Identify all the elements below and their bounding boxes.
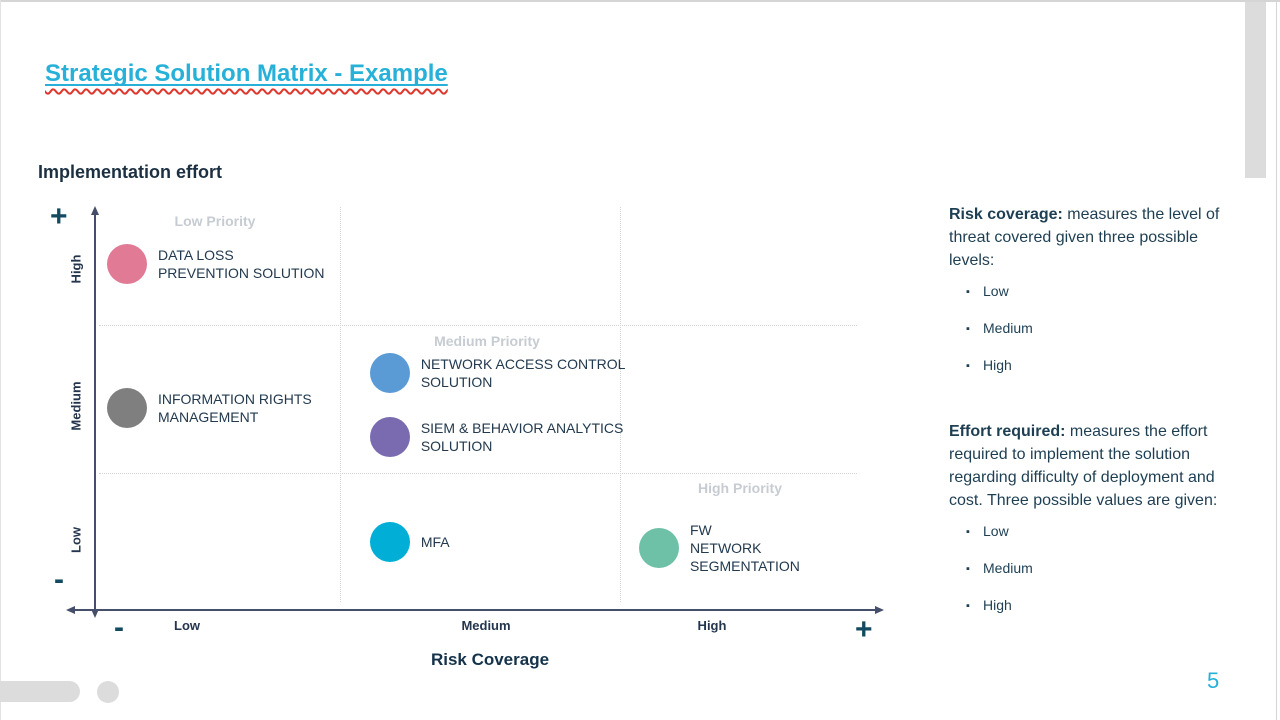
data-point-irm: INFORMATION RIGHTS MANAGEMENT xyxy=(106,387,312,428)
list-item: Low xyxy=(949,524,1243,541)
nac-label: NETWORK ACCESS CONTROL SOLUTION xyxy=(420,356,626,391)
vertical-scrollbar-thumb[interactable] xyxy=(1245,2,1266,178)
window-top-border xyxy=(0,0,1280,2)
footer-pill-decoration xyxy=(0,681,80,702)
dlp-marker xyxy=(106,244,147,285)
slide-title: Strategic Solution Matrix - Example xyxy=(45,60,448,88)
y-tick-low: Low xyxy=(68,527,84,553)
data-point-dlp: DATA LOSS PREVENTION SOLUTION xyxy=(106,244,325,285)
footer-circle-decoration xyxy=(97,681,119,703)
quadrant-label-medium-priority: Medium Priority xyxy=(434,333,540,349)
y-axis-arrow xyxy=(91,206,99,618)
window-left-border xyxy=(0,0,1,720)
effort-required-lead: Effort required: xyxy=(949,423,1066,440)
y-axis-minus-symbol: - xyxy=(54,563,64,596)
effort-required-definition: Effort required: measures the effort req… xyxy=(949,420,1243,512)
irm-label: INFORMATION RIGHTS MANAGEMENT xyxy=(157,390,312,425)
page-number: 5 xyxy=(1207,668,1220,693)
data-point-mfa: MFA xyxy=(369,521,450,562)
y-tick-medium: Medium xyxy=(68,381,84,431)
data-point-nac: NETWORK ACCESS CONTROL SOLUTION xyxy=(369,353,626,394)
list-item: High xyxy=(949,358,1243,375)
x-axis-minus-symbol: - xyxy=(114,611,124,644)
x-tick-medium: Medium xyxy=(461,618,511,633)
slide-title-text: Strategic Solution Matrix - Example xyxy=(45,60,448,88)
siem-marker xyxy=(369,417,410,458)
vertical-gridline-2 xyxy=(620,207,621,602)
irm-marker xyxy=(106,387,147,428)
quadrant-label-low-priority: Low Priority xyxy=(174,213,256,229)
quadrant-label-high-priority: High Priority xyxy=(697,480,783,496)
mfa-marker xyxy=(369,521,410,562)
window-right-border xyxy=(1276,0,1277,720)
horizontal-gridline-1 xyxy=(99,325,857,326)
list-item: Low xyxy=(949,284,1243,301)
x-axis-title: Risk Coverage xyxy=(430,650,550,669)
y-axis-title: Implementation effort xyxy=(38,162,223,182)
nac-marker xyxy=(369,353,410,394)
matrix-chart: Low Priority Medium Priority High Priori… xyxy=(66,205,884,618)
mfa-label: MFA xyxy=(420,533,450,550)
x-tick-high: High xyxy=(697,618,727,633)
horizontal-gridline-2 xyxy=(99,473,857,474)
x-tick-low: Low xyxy=(174,618,200,633)
definitions-panel: Risk coverage: measures the level of thr… xyxy=(949,203,1243,635)
fw-marker xyxy=(638,528,679,569)
y-axis-plus-symbol: + xyxy=(50,200,68,233)
list-item: Medium xyxy=(949,561,1243,578)
risk-coverage-levels-list: Low Medium High xyxy=(949,284,1243,375)
data-point-fw: FW NETWORK SEGMENTATION xyxy=(638,521,875,575)
x-axis-arrow xyxy=(66,606,884,614)
risk-coverage-definition: Risk coverage: measures the level of thr… xyxy=(949,203,1243,272)
fw-label: FW NETWORK SEGMENTATION xyxy=(689,522,800,575)
list-item: Medium xyxy=(949,321,1243,338)
y-tick-high: High xyxy=(68,254,84,284)
list-item: High xyxy=(949,598,1243,615)
risk-coverage-text: measures the level of threat covered giv… xyxy=(949,206,1220,269)
effort-required-text: measures the effort required to implemen… xyxy=(949,423,1218,509)
data-point-siem: SIEM & BEHAVIOR ANALYTICS SOLUTION xyxy=(369,417,624,458)
siem-label: SIEM & BEHAVIOR ANALYTICS SOLUTION xyxy=(420,420,624,455)
effort-required-levels-list: Low Medium High xyxy=(949,524,1243,615)
risk-coverage-lead: Risk coverage: xyxy=(949,206,1063,223)
vertical-gridline-1 xyxy=(340,207,341,602)
dlp-label: DATA LOSS PREVENTION SOLUTION xyxy=(157,247,325,282)
x-axis-plus-symbol: + xyxy=(855,613,873,646)
